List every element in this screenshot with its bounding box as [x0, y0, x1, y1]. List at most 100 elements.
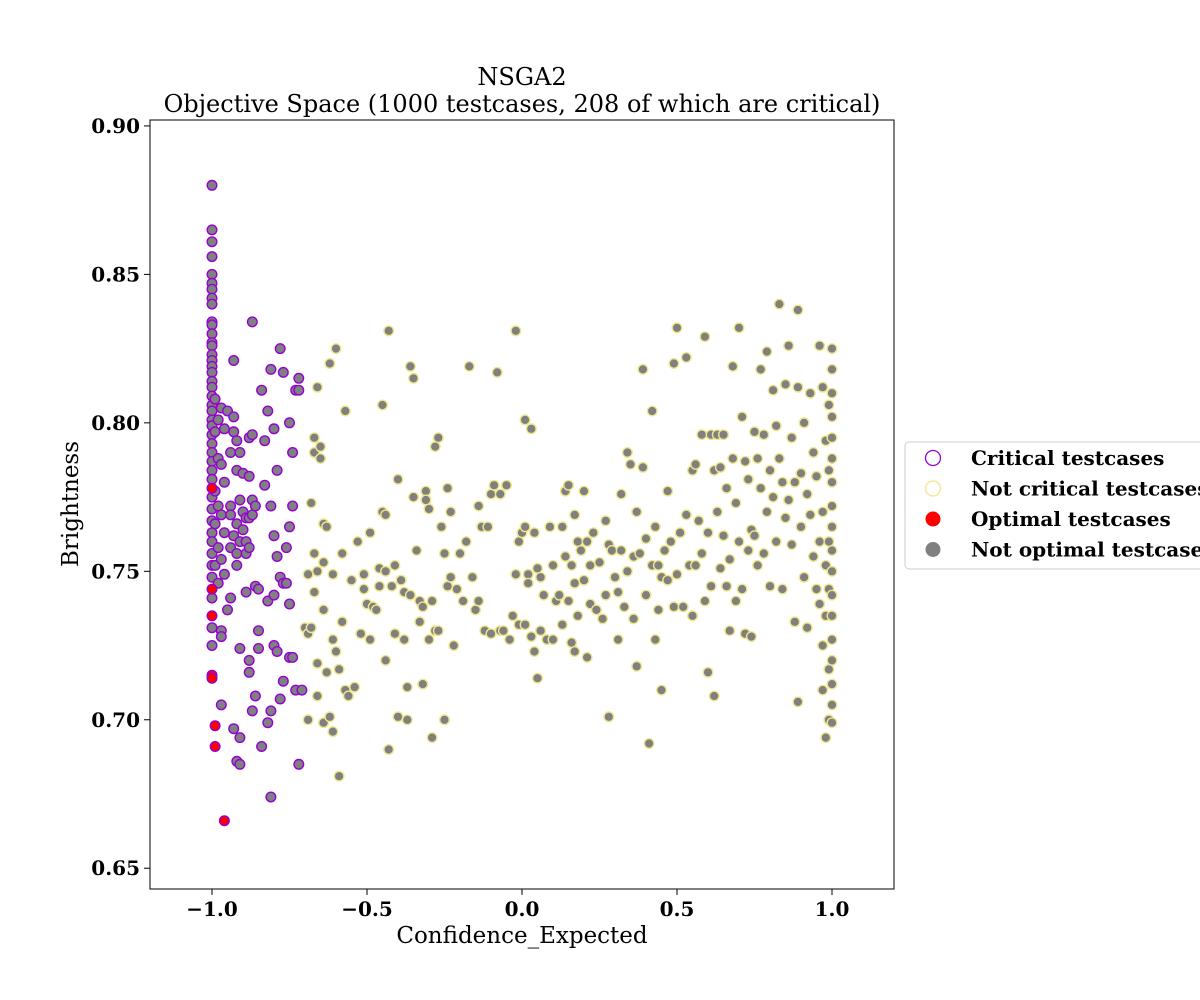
- data-point: [426, 732, 438, 744]
- data-point: [280, 577, 292, 589]
- data-point: [265, 791, 277, 803]
- data-point: [755, 482, 767, 494]
- data-point: [206, 622, 218, 634]
- data-point: [414, 616, 426, 628]
- data-point: [268, 423, 280, 435]
- data-point: [662, 485, 674, 497]
- data-point: [265, 500, 277, 512]
- data-point: [401, 714, 413, 726]
- data-point: [333, 663, 345, 675]
- data-point: [783, 494, 795, 506]
- data-point: [209, 518, 221, 530]
- data-point: [584, 559, 596, 571]
- data-point: [293, 384, 305, 396]
- data-point: [708, 690, 720, 702]
- data-point: [665, 536, 677, 548]
- data-point: [612, 634, 624, 646]
- data-point: [336, 616, 348, 628]
- data-point: [271, 646, 283, 658]
- data-point: [234, 447, 246, 459]
- data-point: [327, 568, 339, 580]
- data-point: [355, 628, 367, 640]
- data-point: [457, 595, 469, 607]
- legend-marker: [924, 449, 942, 467]
- data-point: [718, 429, 730, 441]
- data-point: [302, 714, 314, 726]
- data-point: [826, 476, 838, 488]
- data-point: [721, 580, 733, 592]
- data-point: [823, 464, 835, 476]
- data-point: [256, 384, 268, 396]
- plot-area: −1.0 −0.5 0.0 0.5 1.0 0.650.700.750.800.850.…: [91, 114, 895, 921]
- data-point: [504, 634, 516, 646]
- data-point: [473, 595, 485, 607]
- data-point: [525, 423, 537, 435]
- data-point: [696, 429, 708, 441]
- data-point: [262, 717, 274, 729]
- data-point: [637, 363, 649, 375]
- data-point: [597, 613, 609, 625]
- data-point: [206, 328, 218, 340]
- data-point: [228, 426, 240, 438]
- data-point: [265, 363, 277, 375]
- data-point: [215, 553, 227, 565]
- data-point: [225, 500, 237, 512]
- data-point: [206, 268, 218, 280]
- data-point: [287, 651, 299, 663]
- data-point: [206, 583, 218, 595]
- data-point: [280, 542, 292, 554]
- data-point: [634, 548, 646, 560]
- y-axis-ticks: 0.65 0.70 0.75 0.80 0.85 0.90: [91, 114, 150, 880]
- data-point: [556, 521, 568, 533]
- data-point: [482, 521, 494, 533]
- data-point: [358, 568, 370, 580]
- data-point: [724, 553, 736, 565]
- data-point: [265, 705, 277, 717]
- data-point: [342, 690, 354, 702]
- data-point: [231, 548, 243, 560]
- data-point: [652, 559, 664, 571]
- data-point: [532, 562, 544, 574]
- data-point: [792, 304, 804, 316]
- data-point: [206, 464, 218, 476]
- data-point: [714, 461, 726, 473]
- data-point: [786, 539, 798, 551]
- data-point: [826, 565, 838, 577]
- data-point: [671, 322, 683, 334]
- data-point: [287, 500, 299, 512]
- data-point: [519, 619, 531, 631]
- data-point: [206, 319, 218, 331]
- data-point: [535, 625, 547, 637]
- data-point: [656, 684, 668, 696]
- data-point: [308, 432, 320, 444]
- data-point: [786, 432, 798, 444]
- data-point: [817, 381, 829, 393]
- data-point: [308, 586, 320, 598]
- data-point: [442, 482, 454, 494]
- data-point: [640, 533, 652, 545]
- data-point: [693, 515, 705, 527]
- data-point: [581, 651, 593, 663]
- data-point: [572, 610, 584, 622]
- data-point: [600, 515, 612, 527]
- data-point: [612, 586, 624, 598]
- data-point: [209, 741, 221, 753]
- data-point: [807, 447, 819, 459]
- data-point: [206, 366, 218, 378]
- data-point: [470, 604, 482, 616]
- data-point: [525, 631, 537, 643]
- data-point: [429, 441, 441, 453]
- data-point: [218, 476, 230, 488]
- data-point: [727, 453, 739, 465]
- data-point: [321, 521, 333, 533]
- data-point: [699, 595, 711, 607]
- data-point: [705, 580, 717, 592]
- data-point: [383, 744, 395, 756]
- data-point: [231, 559, 243, 571]
- data-point: [532, 672, 544, 684]
- data-point: [246, 429, 258, 441]
- data-point: [408, 372, 420, 384]
- data-point: [404, 360, 416, 372]
- data-point: [466, 571, 478, 583]
- data-point: [206, 482, 218, 494]
